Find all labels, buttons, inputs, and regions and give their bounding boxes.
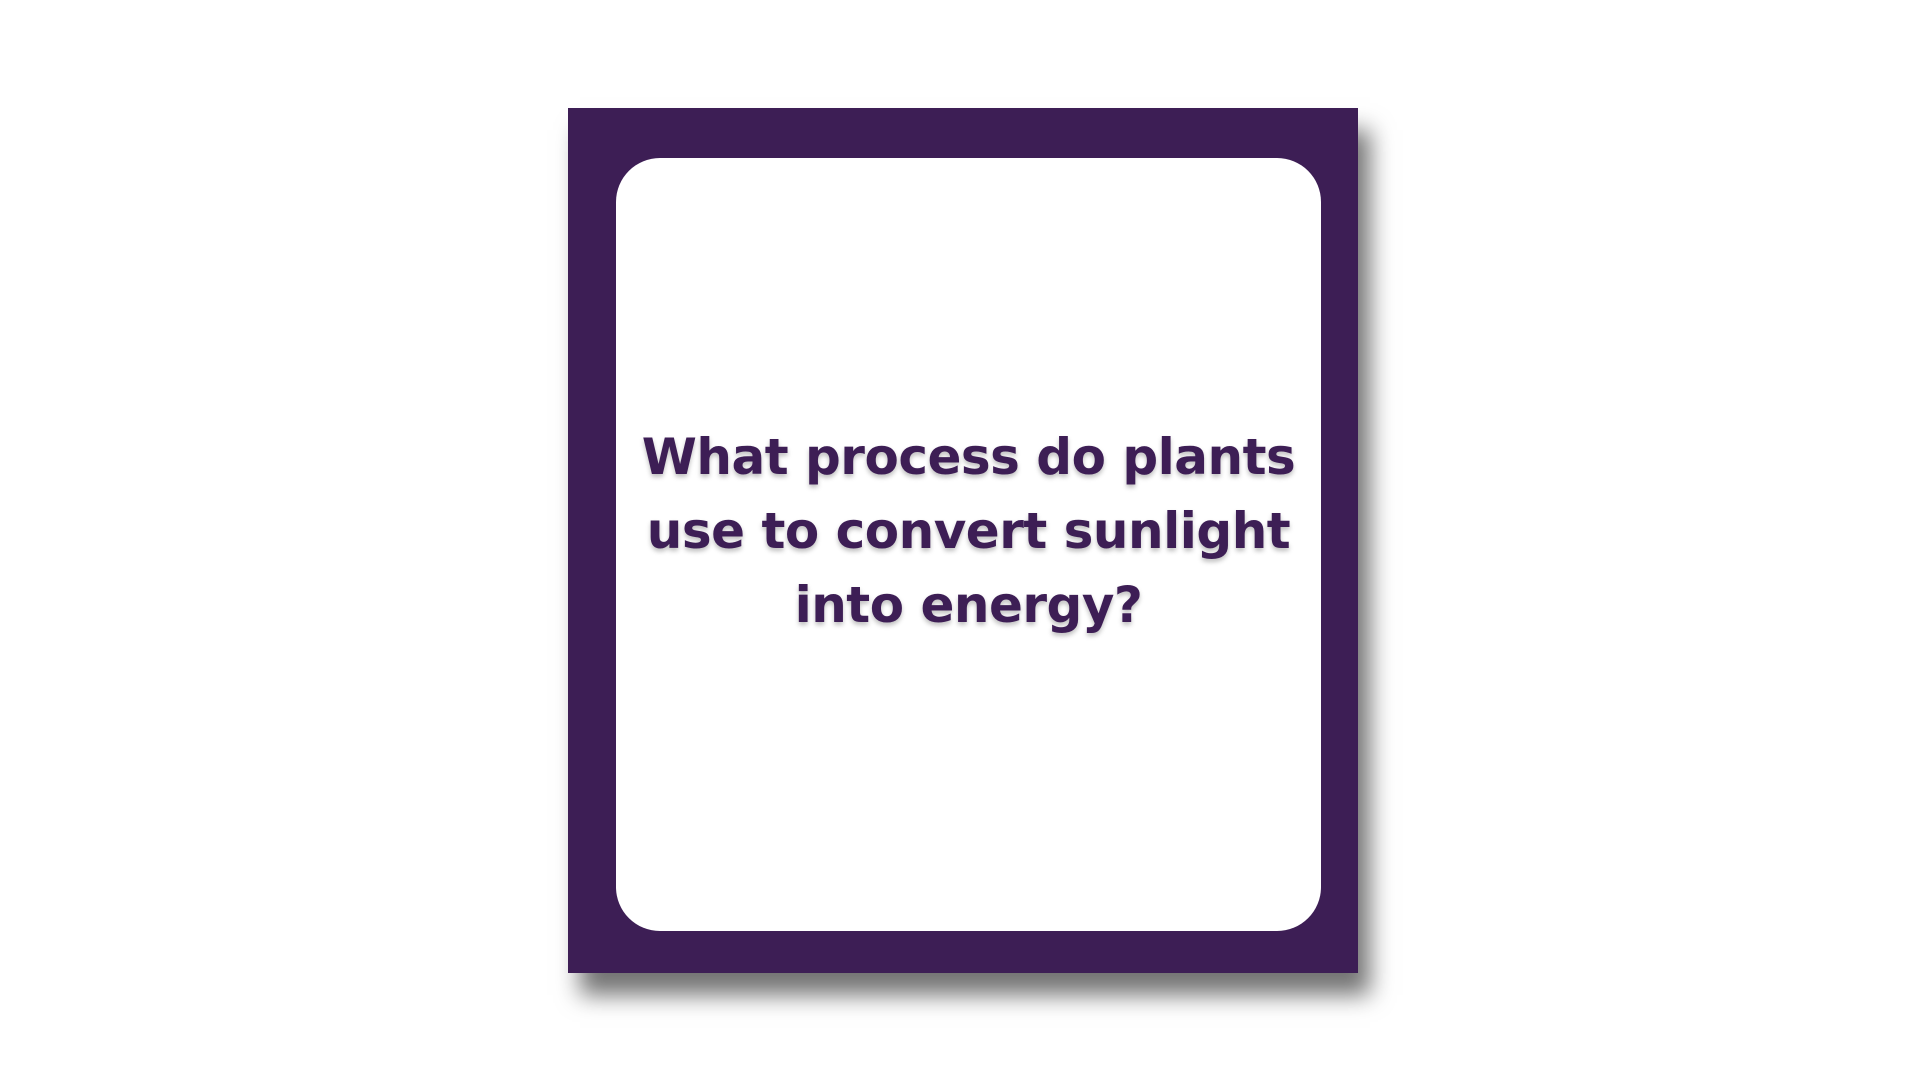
flashcard-face[interactable]: What process do plants use to convert su… bbox=[616, 158, 1321, 931]
flashcard[interactable]: What process do plants use to convert su… bbox=[568, 108, 1358, 973]
flashcard-question: What process do plants use to convert su… bbox=[641, 427, 1296, 634]
